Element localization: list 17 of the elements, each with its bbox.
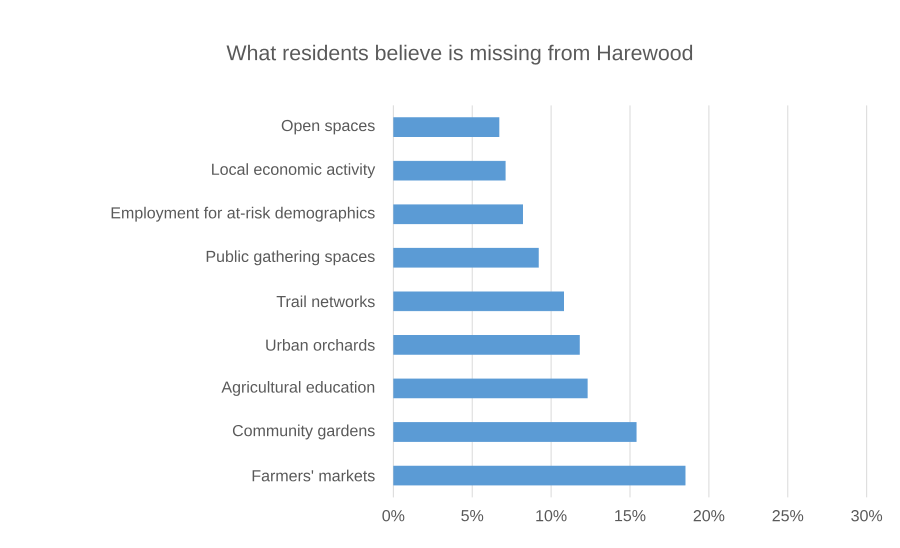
- chart-title: What residents believe is missing from Harewood: [226, 44, 692, 65]
- y-tick-label: Farmers' markets: [252, 470, 375, 482]
- x-tick-label: 20%: [694, 510, 724, 522]
- y-tick-label: Community gardens: [232, 424, 375, 440]
- y-tick-label: Agricultural education: [221, 380, 374, 396]
- y-tick-label: Local economic activity: [212, 163, 376, 178]
- x-tick-label: 5%: [461, 510, 484, 522]
- x-tick-label: 0%: [382, 510, 404, 522]
- y-tick-label: Open spaces: [282, 120, 375, 134]
- x-tick-label: 30%: [851, 510, 882, 522]
- x-tick-label: 10%: [536, 510, 567, 522]
- y-tick-label: Urban orchards: [266, 339, 375, 351]
- y-tick-label: Public gathering spaces: [206, 250, 375, 266]
- x-tick-label: 25%: [772, 510, 804, 522]
- y-tick-label: Trail networks: [276, 295, 375, 308]
- y-tick-label: Employment for at-risk demographics: [112, 206, 375, 222]
- x-tick-label: 15%: [615, 510, 646, 522]
